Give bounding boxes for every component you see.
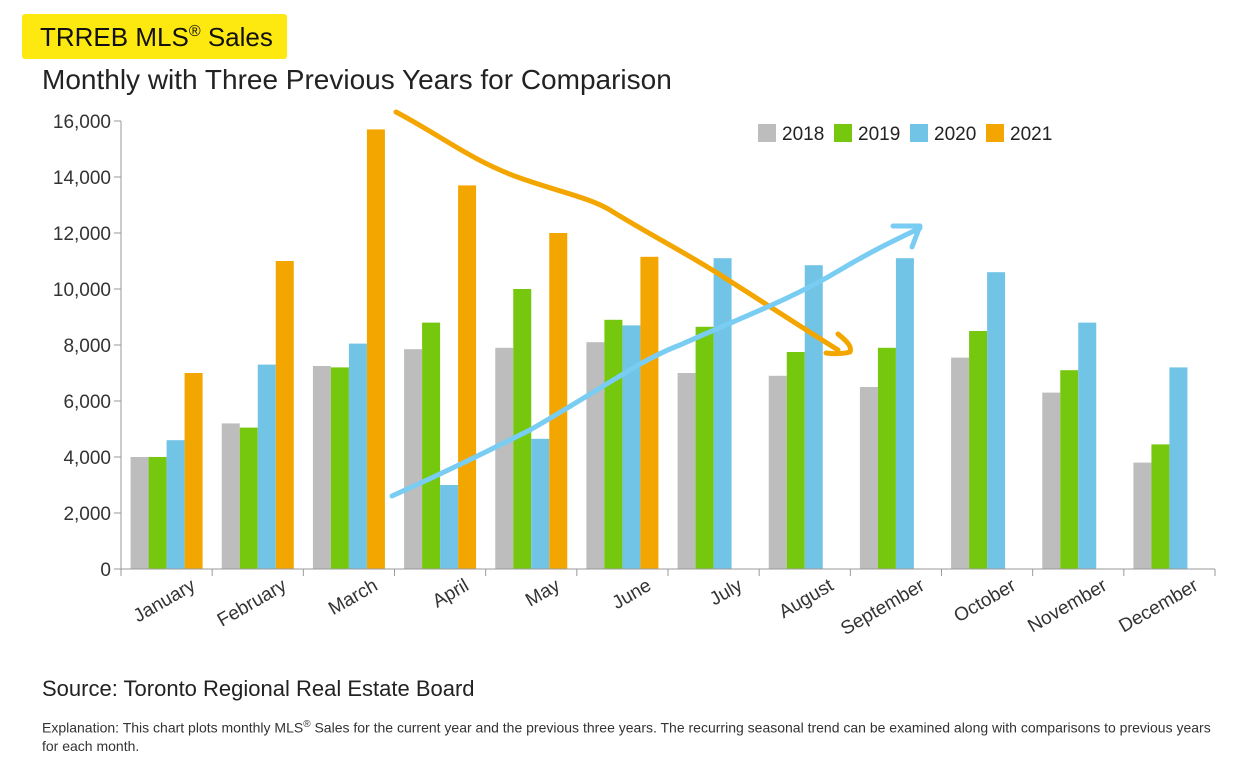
bar-2018-january — [130, 457, 149, 569]
chart-subtitle: Monthly with Three Previous Years for Co… — [42, 64, 672, 95]
bar-2020-december — [1169, 367, 1188, 569]
x-tick-label: September — [837, 575, 929, 640]
bar-2019-march — [330, 367, 349, 569]
x-tick-label: March — [325, 575, 381, 620]
chart-title: TRREB MLS® Sales — [40, 22, 273, 52]
x-tick-label: April — [429, 575, 472, 612]
bar-2020-august — [804, 265, 823, 569]
bar-2018-november — [1042, 392, 1061, 569]
legend-swatch-2019 — [834, 124, 852, 142]
bar-2018-december — [1133, 462, 1152, 569]
bar-2019-february — [239, 427, 258, 569]
x-tick-label: January — [130, 575, 199, 627]
bar-2021-may — [549, 233, 568, 569]
bar-2018-february — [221, 423, 240, 569]
y-tick-label: 14,000 — [53, 168, 111, 189]
downtrend-arrow-line — [393, 109, 841, 353]
bar-2019-april — [422, 322, 441, 569]
bar-2019-october — [969, 331, 988, 569]
bar-2021-february — [275, 261, 294, 569]
bar-2018-october — [951, 357, 970, 569]
legend-label-2021: 2021 — [1010, 124, 1052, 145]
bar-2019-july — [695, 326, 714, 569]
bar-2020-july — [713, 258, 732, 569]
legend-swatch-2021 — [986, 124, 1004, 142]
legend-label-2020: 2020 — [934, 124, 976, 145]
title-highlight: TRREB MLS® Sales — [22, 14, 287, 59]
bar-2020-may — [531, 438, 550, 569]
bar-2020-april — [440, 485, 459, 569]
bar-2019-december — [1151, 444, 1170, 569]
x-tick-label: August — [776, 575, 838, 623]
bar-2021-june — [640, 256, 659, 569]
bar-2020-november — [1078, 322, 1097, 569]
bar-2019-november — [1060, 370, 1079, 569]
bar-2019-august — [786, 352, 805, 569]
bar-2018-may — [495, 347, 514, 569]
y-tick-label: 4,000 — [63, 448, 111, 469]
explanation-note: Explanation: This chart plots monthly ML… — [42, 719, 1211, 754]
bar-2018-march — [312, 366, 331, 569]
bar-2019-september — [877, 347, 896, 569]
source-note: Source: Toronto Regional Real Estate Boa… — [42, 676, 475, 701]
bar-2018-july — [677, 373, 696, 569]
y-tick-label: 10,000 — [53, 280, 111, 301]
bar-2021-january — [184, 373, 203, 569]
bar-2019-june — [604, 319, 623, 569]
bar-2020-june — [622, 325, 641, 569]
uptrend-arrow-line — [389, 225, 923, 499]
bar-2020-september — [895, 258, 914, 569]
y-tick-label: 2,000 — [63, 504, 111, 525]
y-tick-label: 16,000 — [53, 112, 111, 133]
legend-swatch-2018 — [758, 124, 776, 142]
y-tick-label: 0 — [100, 560, 111, 581]
bar-2019-may — [513, 289, 532, 569]
bar-2019-january — [148, 457, 167, 569]
bar-2018-august — [768, 375, 787, 569]
y-tick-label: 8,000 — [63, 336, 111, 357]
legend-label-2018: 2018 — [782, 124, 824, 145]
y-tick-label: 6,000 — [63, 392, 111, 413]
bar-2018-april — [404, 349, 423, 569]
bar-2021-april — [458, 185, 477, 569]
x-tick-label: February — [214, 575, 291, 631]
uptrend-arrow-head — [890, 223, 923, 250]
x-tick-label: June — [609, 575, 655, 614]
bar-2020-march — [348, 343, 367, 569]
bar-2018-september — [859, 387, 878, 569]
x-tick-label: October — [951, 575, 1021, 627]
legend-swatch-2020 — [910, 124, 928, 142]
downtrend-arrow-head — [823, 331, 853, 357]
bar-2020-january — [166, 440, 185, 569]
x-tick-label: November — [1024, 575, 1111, 637]
x-tick-label: May — [522, 575, 564, 611]
bar-2018-june — [586, 342, 605, 569]
bar-2020-february — [257, 364, 276, 569]
bar-2021-march — [366, 129, 385, 569]
x-tick-label: December — [1116, 575, 1203, 637]
bar-2020-october — [987, 272, 1006, 569]
y-tick-label: 12,000 — [53, 224, 111, 245]
x-tick-label: July — [706, 575, 746, 610]
legend-label-2019: 2019 — [858, 124, 900, 145]
